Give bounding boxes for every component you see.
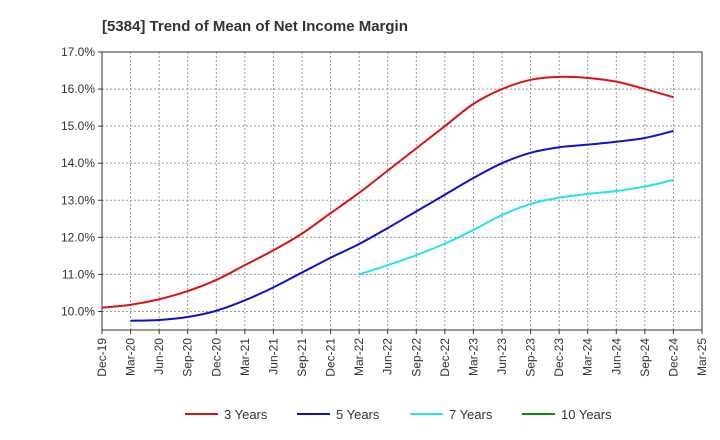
x-tick-label: Dec-24 <box>666 338 680 377</box>
x-tick-label: Dec-20 <box>209 338 223 377</box>
x-tick-label: Dec-23 <box>552 338 566 377</box>
series-lines <box>101 75 674 322</box>
x-tick-label: Mar-21 <box>238 338 252 376</box>
x-tick-label: Dec-19 <box>95 338 109 377</box>
legend-item-7-years: 7 Years <box>410 407 493 422</box>
chart-title: [5384] Trend of Mean of Net Income Margi… <box>102 18 408 35</box>
series-line-7-years <box>358 178 674 276</box>
legend: 3 Years 5 Years 7 Years 10 Years <box>185 407 612 422</box>
x-tick-label: Jun-21 <box>266 338 280 375</box>
y-tick-label: 15.0% <box>61 119 95 133</box>
x-tick-label: Mar-22 <box>352 338 366 376</box>
plot-area <box>101 51 703 331</box>
y-tick-label: 14.0% <box>61 156 95 170</box>
legend-label: 5 Years <box>336 407 380 422</box>
x-tick-label: Sep-23 <box>524 338 538 377</box>
x-tick-label: Jun-20 <box>152 338 166 375</box>
legend-item-5-years: 5 Years <box>297 407 380 422</box>
x-axis: Dec-19 Mar-20 Jun-20 Sep-20 Dec-20 Mar-21 Jun-… <box>95 330 709 377</box>
x-tick-label: Mar-24 <box>581 338 595 376</box>
y-tick-label: 17.0% <box>61 45 95 59</box>
x-tick-label: Jun-24 <box>609 338 623 375</box>
x-tick-label: Sep-22 <box>409 338 423 377</box>
series-line-3-years <box>101 75 674 309</box>
y-axis: 10.0% 11.0% 12.0% 13.0% 14.0% 15.0% 16.0% 17.0% <box>61 45 102 318</box>
legend-label: 3 Years <box>224 407 268 422</box>
y-tick-label: 16.0% <box>61 82 95 96</box>
x-tick-label: Sep-24 <box>638 338 652 377</box>
y-tick-label: 13.0% <box>61 193 95 207</box>
x-tick-label: Dec-21 <box>324 338 338 377</box>
legend-item-3-years: 3 Years <box>185 407 268 422</box>
legend-label: 7 Years <box>449 407 493 422</box>
x-tick-label: Jun-22 <box>381 338 395 375</box>
legend-label: 10 Years <box>561 407 612 422</box>
x-tick-label: Jun-23 <box>495 338 509 375</box>
series-line-5-years <box>130 129 674 322</box>
y-tick-label: 11.0% <box>62 267 95 281</box>
legend-item-10-years: 10 Years <box>522 407 612 422</box>
grid <box>102 52 702 330</box>
x-tick-label: Dec-22 <box>438 338 452 377</box>
x-tick-label: Sep-21 <box>295 338 309 377</box>
x-tick-label: Sep-20 <box>181 338 195 377</box>
y-tick-label: 12.0% <box>61 230 95 244</box>
y-tick-label: 10.0% <box>61 304 95 318</box>
x-tick-label: Mar-23 <box>466 338 480 376</box>
x-tick-label: Mar-20 <box>124 338 138 376</box>
x-tick-label: Mar-25 <box>695 338 709 376</box>
